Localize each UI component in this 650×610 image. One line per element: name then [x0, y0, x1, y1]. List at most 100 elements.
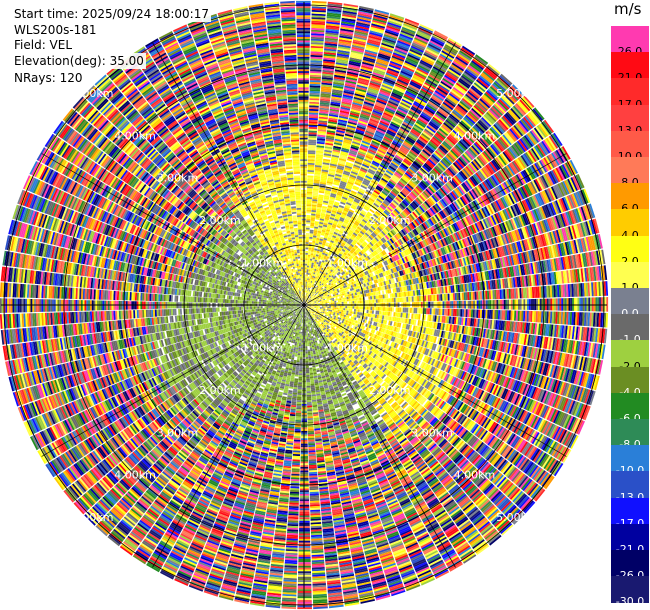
velocity-cell: [307, 164, 315, 167]
velocity-cell: [326, 208, 332, 212]
velocity-cell: [311, 0, 327, 4]
velocity-cell: [352, 201, 359, 206]
velocity-cell: [346, 214, 352, 218]
velocity-cell: [417, 30, 431, 38]
velocity-cell: [337, 191, 344, 195]
velocity-cell: [317, 232, 321, 235]
velocity-cell: [325, 190, 331, 193]
velocity-cell: [305, 260, 308, 262]
velocity-cell: [401, 28, 416, 36]
velocity-cell: [326, 181, 333, 185]
velocity-cell: [381, 117, 391, 123]
velocity-cell: [362, 162, 371, 167]
velocity-cell: [373, 106, 384, 112]
velocity-cell: [310, 40, 324, 43]
velocity-cell: [318, 254, 322, 258]
velocity-cell: [360, 113, 370, 119]
velocity-cell: [334, 218, 339, 222]
velocity-cell: [312, 266, 316, 269]
velocity-cell: [367, 150, 376, 156]
velocity-cell: [309, 292, 311, 294]
velocity-cell: [346, 124, 356, 129]
velocity-cell: [331, 156, 339, 160]
velocity-cell: [297, 53, 310, 55]
velocity-cell: [337, 120, 347, 125]
velocity-cell: [305, 285, 307, 288]
velocity-cell: [305, 236, 310, 239]
velocity-cell: [306, 294, 307, 297]
velocity-cell: [336, 129, 345, 134]
velocity-cell: [356, 177, 364, 182]
velocity-cell: [320, 233, 325, 236]
velocity-cell: [327, 301, 330, 304]
velocity-cell: [314, 165, 322, 168]
velocity-cell: [382, 39, 396, 45]
velocity-cell: [354, 197, 361, 202]
velocity-cell: [320, 91, 332, 95]
velocity-cell: [341, 17, 356, 22]
velocity-cell: [337, 221, 343, 226]
velocity-cell: [311, 8, 327, 11]
velocity-cell: [354, 298, 356, 301]
velocity-cell: [309, 103, 319, 106]
velocity-cell: [343, 3, 359, 8]
velocity-cell: [296, 17, 311, 19]
velocity-cell: [305, 252, 308, 255]
velocity-cell: [334, 177, 341, 181]
velocity-cell: [335, 238, 339, 242]
velocity-cell: [327, 124, 337, 128]
velocity-cell: [319, 220, 324, 223]
velocity-cell: [317, 249, 321, 252]
velocity-cell: [345, 161, 354, 166]
velocity-cell: [377, 127, 387, 133]
velocity-cell: [296, 18, 311, 21]
velocity-cell: [325, 139, 334, 142]
velocity-cell: [310, 290, 312, 293]
velocity-cell: [339, 298, 342, 301]
velocity-cell: [340, 23, 355, 27]
velocity-cell: [334, 175, 342, 179]
velocity-cell: [306, 281, 309, 284]
velocity-cell: [304, 299, 306, 302]
velocity-cell: [341, 147, 350, 152]
velocity-cell: [315, 217, 320, 220]
velocity-cell: [323, 301, 326, 303]
velocity-cell: [297, 40, 310, 43]
velocity-cell: [369, 208, 375, 214]
velocity-cell: [348, 177, 356, 182]
velocity-cell: [309, 273, 312, 276]
velocity-cell: [391, 55, 405, 62]
velocity-cell: [310, 253, 314, 256]
velocity-cell: [317, 129, 327, 132]
velocity-cell: [332, 235, 337, 239]
velocity-cell: [327, 179, 334, 183]
velocity-cell: [418, 295, 421, 302]
velocity-cell: [363, 56, 376, 62]
velocity-cell: [426, 295, 429, 302]
velocity-cell: [369, 166, 377, 172]
velocity-cell: [334, 136, 344, 141]
velocity-cell: [312, 235, 317, 238]
velocity-cell: [307, 260, 310, 263]
velocity-cell: [357, 173, 365, 178]
velocity-cell: [336, 128, 346, 132]
velocity-cell: [323, 50, 337, 54]
velocity-cell: [317, 247, 321, 250]
velocity-cell: [336, 211, 342, 215]
velocity-cell: [322, 68, 334, 72]
velocity-cell: [307, 261, 310, 264]
velocity-cell: [363, 54, 377, 60]
velocity-cell: [374, 66, 386, 73]
velocity-cell: [374, 104, 385, 111]
velocity-cell: [354, 95, 365, 100]
velocity-cell: [386, 103, 397, 110]
velocity-cell: [351, 169, 359, 174]
velocity-cell: [316, 269, 319, 272]
velocity-cell: [313, 276, 316, 279]
velocity-cell: [370, 142, 380, 148]
velocity-cell: [308, 251, 311, 254]
velocity-cell: [350, 50, 364, 55]
velocity-cell: [336, 168, 344, 172]
velocity-cell: [321, 301, 324, 303]
velocity-cell: [314, 172, 321, 175]
